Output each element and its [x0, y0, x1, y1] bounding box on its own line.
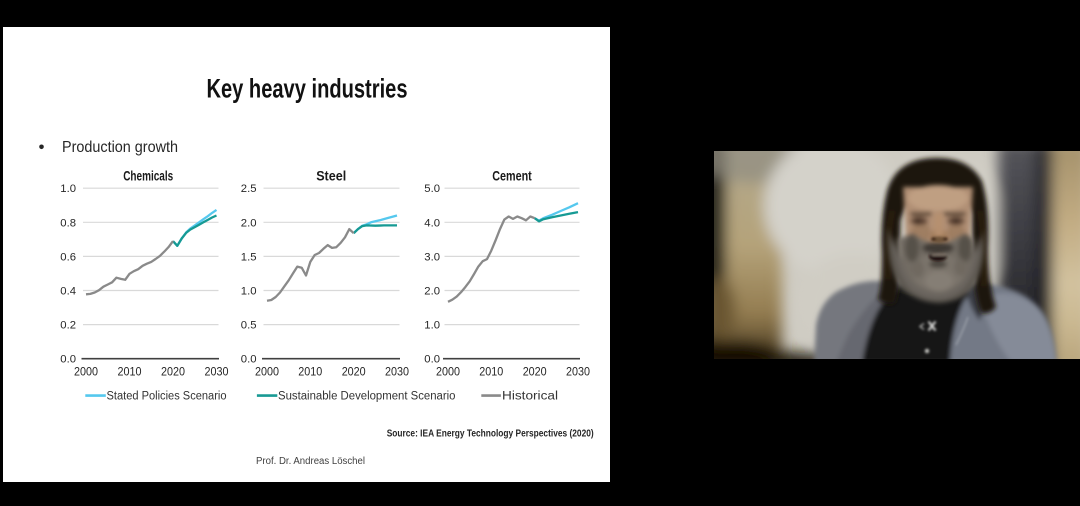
svg-text:Production growth: Production growth: [62, 139, 178, 156]
svg-text:2.5: 2.5: [241, 183, 257, 195]
svg-text:1.0: 1.0: [424, 320, 440, 332]
svg-text:2030: 2030: [385, 365, 409, 379]
svg-text:2030: 2030: [566, 365, 590, 379]
svg-text:Key heavy industries: Key heavy industries: [207, 74, 408, 104]
svg-text:Chemicals: Chemicals: [123, 168, 173, 184]
svg-text:Source: IEA Energy Technology: Source: IEA Energy Technology Perspectiv…: [387, 429, 594, 440]
svg-text:2020: 2020: [342, 365, 366, 379]
svg-text:0.0: 0.0: [60, 354, 76, 366]
svg-text:Prof. Dr. Andreas Löschel: Prof. Dr. Andreas Löschel: [256, 456, 365, 467]
svg-text:Cement: Cement: [492, 168, 532, 184]
svg-text:4.0: 4.0: [424, 217, 440, 229]
svg-text:0.2: 0.2: [60, 320, 76, 332]
svg-text:Historical: Historical: [502, 391, 558, 403]
svg-text:0.0: 0.0: [424, 354, 440, 366]
svg-text:1.5: 1.5: [241, 251, 257, 263]
svg-text:2020: 2020: [523, 365, 547, 379]
svg-text:2000: 2000: [436, 365, 460, 379]
svg-text:Steel: Steel: [316, 168, 346, 184]
svg-text:1.0: 1.0: [241, 286, 257, 298]
svg-text:0.0: 0.0: [241, 354, 257, 366]
svg-text:2010: 2010: [479, 365, 503, 379]
svg-text:5.0: 5.0: [424, 183, 440, 195]
svg-text:2010: 2010: [298, 365, 322, 379]
svg-text:2.0: 2.0: [424, 286, 440, 298]
svg-text:0.6: 0.6: [60, 251, 76, 263]
svg-text:2.0: 2.0: [241, 217, 257, 229]
svg-text:2000: 2000: [255, 365, 279, 379]
svg-text:Sustainable Development Scenar: Sustainable Development Scenario: [278, 391, 456, 403]
svg-text:2020: 2020: [161, 365, 185, 379]
svg-text:0.4: 0.4: [60, 286, 76, 298]
svg-text:0.5: 0.5: [241, 320, 257, 332]
svg-text:3.0: 3.0: [424, 251, 440, 263]
svg-text:1.0: 1.0: [60, 183, 76, 195]
svg-text:2000: 2000: [74, 365, 98, 379]
svg-text:2030: 2030: [205, 365, 229, 379]
svg-text:Stated Policies Scenario: Stated Policies Scenario: [107, 391, 227, 403]
svg-text:0.8: 0.8: [60, 217, 76, 229]
svg-text:2010: 2010: [118, 365, 142, 379]
